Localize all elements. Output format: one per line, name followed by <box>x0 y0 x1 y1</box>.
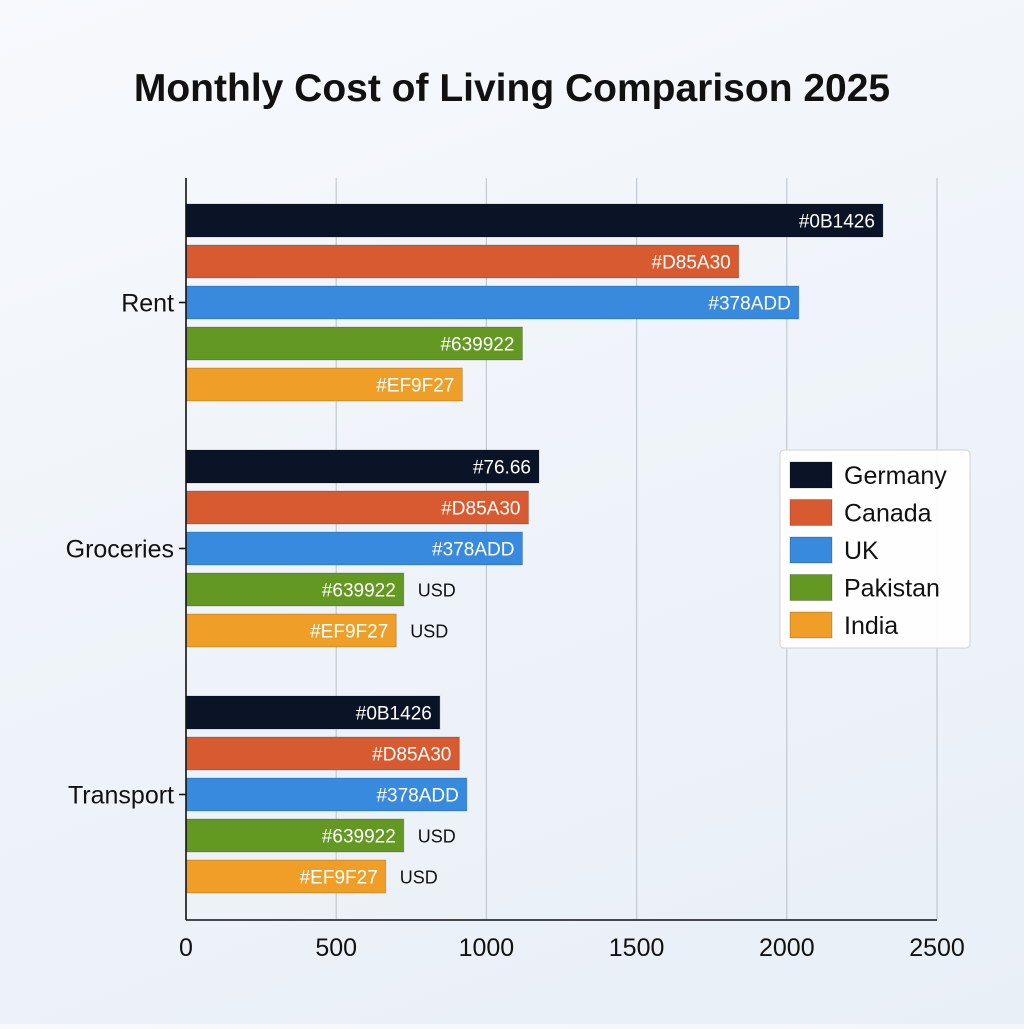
bar-data-label: #D85A30 <box>652 253 731 274</box>
bar <box>185 449 540 484</box>
bar-unit-label: USD <box>418 581 456 601</box>
bar <box>185 695 441 730</box>
bar-data-label: #378ADD <box>432 540 514 561</box>
x-tick-label: 500 <box>315 934 357 962</box>
bar-data-label: #EF9F27 <box>300 868 378 889</box>
bars: #0B1426 #D85A30 #378ADD #639922 #EF9F27 #76.6… <box>185 203 884 894</box>
bar <box>185 367 463 402</box>
legend-label: Canada <box>844 500 932 528</box>
chart-title: Monthly Cost of Living Comparison 2025 <box>134 67 890 110</box>
axes: 0 500 1000 1500 2000 2500 Rent Groceries Transpo… <box>66 178 965 962</box>
legend-swatch <box>789 574 833 601</box>
bar-unit-label: USD <box>400 868 438 888</box>
bar-data-label: #639922 <box>322 827 396 848</box>
bar-data-label: #0B1426 <box>356 704 432 725</box>
x-tick-label: 2000 <box>759 934 815 962</box>
bar <box>185 531 523 566</box>
bar-data-label: #378ADD <box>708 294 790 315</box>
bar <box>185 285 800 320</box>
bar <box>185 244 740 279</box>
bar <box>185 490 529 525</box>
bar <box>185 613 397 648</box>
bar-data-label: #0B1426 <box>799 212 875 233</box>
legend-swatch <box>789 611 833 639</box>
x-tick-label: 2500 <box>909 934 965 962</box>
category-label: Transport <box>68 782 174 810</box>
legend-swatch <box>789 499 833 526</box>
bar-data-label: #639922 <box>322 581 396 602</box>
bar <box>185 818 405 853</box>
bar <box>185 777 468 812</box>
bar-data-label: #76.66 <box>473 458 531 479</box>
bar-unit-label: USD <box>418 827 456 847</box>
legend-swatch <box>789 536 833 564</box>
bar-data-label: #378ADD <box>376 786 458 807</box>
legend-label: Pakistan <box>844 575 940 603</box>
category-label: Rent <box>121 290 174 318</box>
bar-data-label: #D85A30 <box>372 745 451 766</box>
bar <box>185 203 884 238</box>
legend-label: India <box>844 612 898 640</box>
bar <box>185 572 405 607</box>
bar-data-label: #EF9F27 <box>310 622 388 643</box>
bar-unit-label: USD <box>410 622 448 642</box>
x-tick-label: 1000 <box>459 934 515 962</box>
legend: Germany Canada UK Pakistan India <box>779 449 971 649</box>
category-label: Groceries <box>66 536 174 564</box>
x-tick-label: 0 <box>179 934 193 962</box>
legend-label: UK <box>844 537 879 565</box>
x-tick-label: 1500 <box>609 934 665 962</box>
legend-swatch <box>789 461 833 489</box>
bar <box>185 736 460 771</box>
legend-label: Germany <box>844 462 947 490</box>
bar-data-label: #639922 <box>440 335 514 356</box>
bar-data-label: #D85A30 <box>441 499 520 520</box>
bar-data-label: #EF9F27 <box>376 376 454 397</box>
